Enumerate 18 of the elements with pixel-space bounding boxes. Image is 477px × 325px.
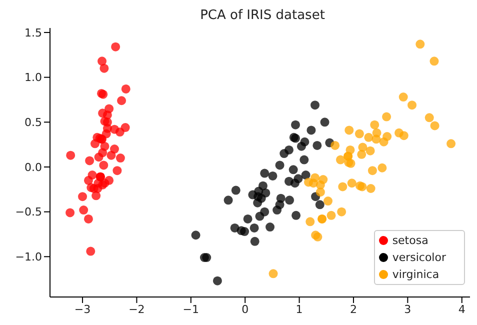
x-tick-label: −2 xyxy=(128,302,145,316)
y-tick-label: −1.0 xyxy=(15,250,42,264)
x-tick-label: 1 xyxy=(296,302,303,316)
y-tick-label: −0.5 xyxy=(15,206,42,219)
x-tick-label: 4 xyxy=(458,302,466,316)
y-tick-label: 0.0 xyxy=(24,160,42,174)
y-tick-label: 0.5 xyxy=(24,116,42,130)
y-tick-label: 1.5 xyxy=(24,26,42,40)
x-tick-label: −3 xyxy=(74,302,91,316)
x-tick-label: 3 xyxy=(404,302,412,316)
legend-label: versicolor xyxy=(392,251,446,264)
y-tick-label: 1.0 xyxy=(24,71,42,84)
x-tick-label: −1 xyxy=(182,302,200,316)
legend-label: setosa xyxy=(392,234,428,247)
legend-label: virginica xyxy=(392,268,440,281)
chart-title: PCA of IRIS dataset xyxy=(199,8,326,25)
x-tick-label: 2 xyxy=(350,302,357,316)
x-tick-label: 0 xyxy=(242,302,249,316)
